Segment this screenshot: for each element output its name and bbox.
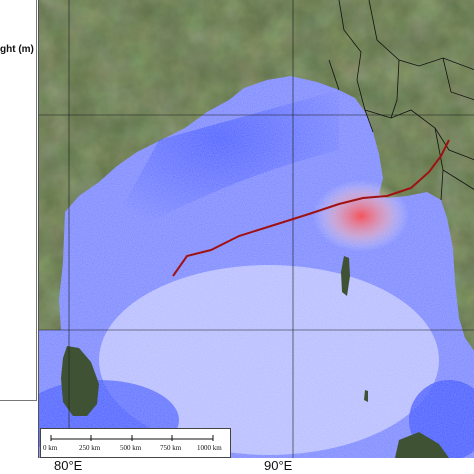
map-frame [38, 0, 474, 458]
country-borders [328, 0, 474, 201]
sri-lanka [61, 346, 99, 416]
map-canvas [39, 0, 474, 458]
longitude-label-80e: 80°E [54, 458, 83, 473]
scale-label-1000: 1000 km [197, 444, 222, 452]
longitude-label-90e: 90°E [264, 458, 293, 473]
scale-label-250: 250 km [79, 444, 101, 452]
malay-peninsula [395, 432, 449, 458]
cyclone-track-line [172, 139, 450, 277]
scale-label-0: 0 km [43, 444, 58, 452]
scale-bar: 0 km 250 km 500 km 750 km 1000 km [40, 428, 231, 458]
graticule [39, 0, 474, 458]
legend-panel: ght (m) [0, 0, 37, 401]
andaman-islands [341, 256, 350, 296]
surge-hotspot [313, 180, 409, 252]
scale-label-750: 750 km [160, 444, 182, 452]
scale-bar-ticks [50, 435, 214, 441]
scale-label-500: 500 km [120, 444, 142, 452]
nicobar-islands [364, 390, 368, 402]
legend-title: ght (m) [0, 44, 34, 55]
